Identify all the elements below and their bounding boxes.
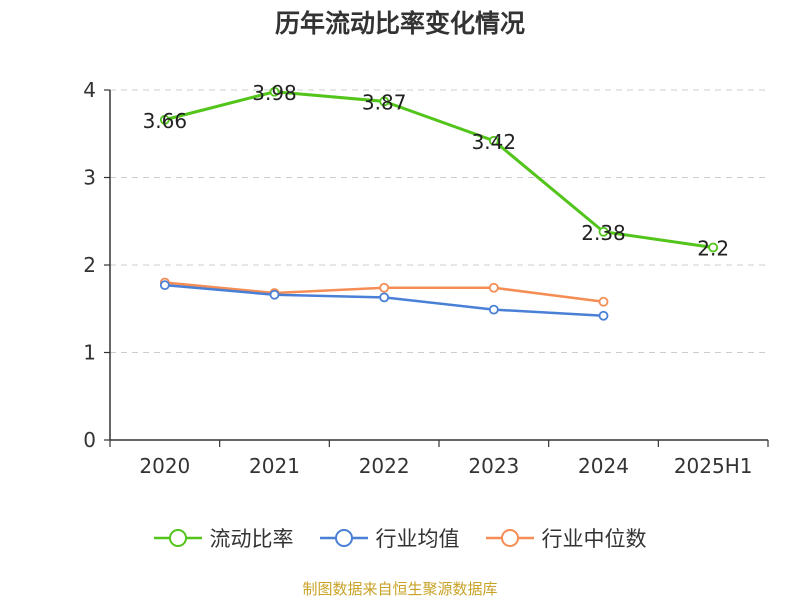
- data-point: [379, 282, 390, 293]
- x-tick-label: 2023: [468, 454, 519, 478]
- y-tick-label: 3: [83, 166, 96, 190]
- data-point: [159, 280, 170, 291]
- legend-item-current-ratio[interactable]: 流动比率: [153, 523, 294, 553]
- y-tick-label: 2: [83, 253, 96, 277]
- chart-title: 历年流动比率变化情况: [274, 9, 525, 38]
- x-tick-label: 2021: [249, 454, 300, 478]
- x-tick-label: 2020: [139, 454, 190, 478]
- legend-item-industry-median[interactable]: 行业中位数: [485, 523, 647, 553]
- data-point: [269, 86, 280, 97]
- y-tick-label: 4: [83, 78, 96, 102]
- legend-swatch-current-ratio: [153, 529, 202, 547]
- data-label: 3.87: [362, 90, 407, 114]
- data-point: [488, 304, 499, 315]
- legend-swatch-industry-median: [485, 529, 534, 547]
- y-tick-label: 1: [83, 341, 96, 365]
- legend-label: 流动比率: [209, 527, 294, 551]
- x-tick-label: 2025H1: [674, 454, 753, 478]
- y-tick-label: 0: [83, 428, 96, 452]
- data-point: [379, 96, 390, 107]
- series-line: [164, 90, 714, 249]
- legend-label: 行业中位数: [541, 527, 647, 551]
- legend-swatch-industry-mean: [319, 529, 368, 547]
- data-label: 3.66: [143, 109, 188, 133]
- x-tick-label: 2022: [359, 454, 410, 478]
- data-label: 2.38: [581, 221, 626, 245]
- data-point: [598, 310, 609, 321]
- data-point: [708, 242, 719, 253]
- legend: 流动比率 行业均值 行业中位数: [0, 518, 800, 558]
- data-label: 2.2: [697, 237, 729, 261]
- legend-label: 行业均值: [375, 527, 460, 551]
- data-label: 3.98: [252, 81, 297, 105]
- data-point: [269, 289, 280, 300]
- source-note: 制图数据来自恒生聚源数据库: [302, 580, 498, 598]
- data-point: [159, 114, 170, 125]
- data-label: 3.42: [472, 130, 517, 154]
- data-point: [488, 135, 499, 146]
- data-point: [488, 282, 499, 293]
- x-tick-label: 2024: [578, 454, 629, 478]
- data-point: [598, 226, 609, 237]
- data-point: [379, 292, 390, 303]
- data-point: [598, 296, 609, 307]
- legend-item-industry-mean[interactable]: 行业均值: [319, 523, 460, 553]
